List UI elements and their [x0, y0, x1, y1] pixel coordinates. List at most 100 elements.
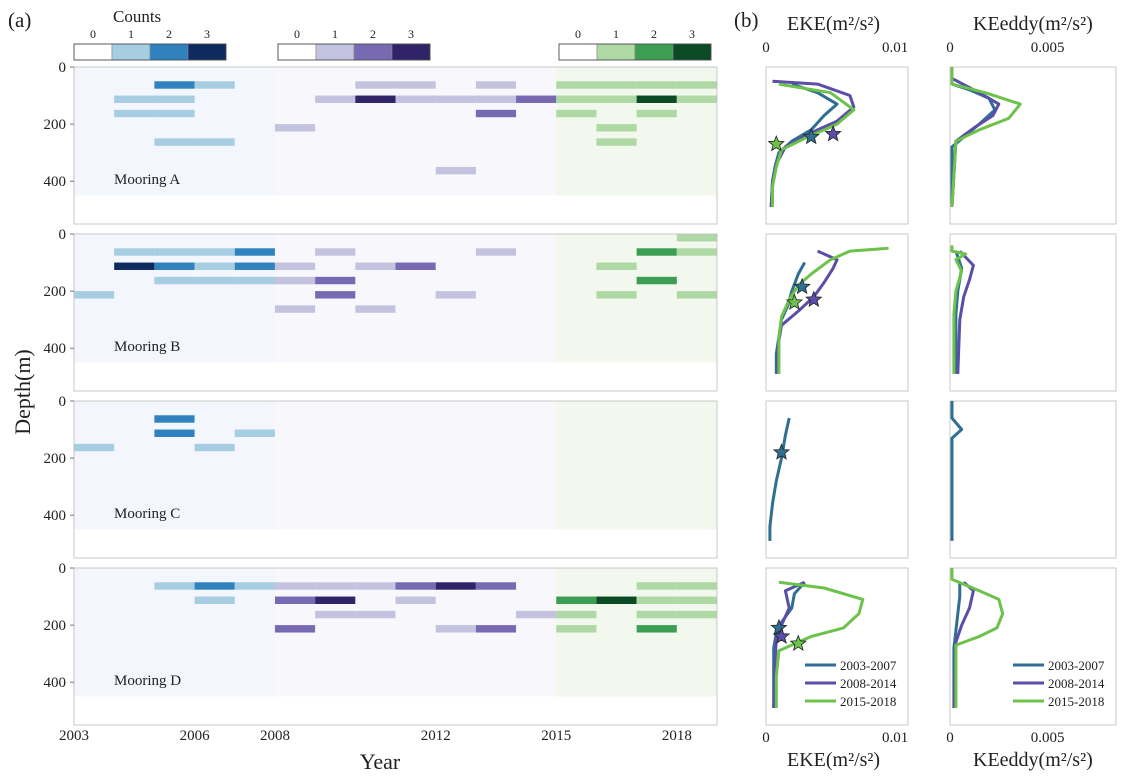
- profile-frame: [765, 400, 909, 559]
- heatmap-cell: [355, 262, 396, 270]
- heatmap-cell: [114, 248, 155, 256]
- heatmap-cell: [355, 81, 396, 89]
- heatmap-frame: [73, 233, 718, 392]
- x-tick-label-top: 0.005: [1031, 40, 1065, 56]
- heatmap-cell: [676, 291, 717, 299]
- heatmap-cell: [234, 429, 275, 437]
- heatmap-cell: [556, 610, 597, 619]
- profile-line: [774, 580, 865, 708]
- colorbar-2003-2007: 0 1 2 3: [73, 27, 227, 61]
- y-tick-label: 400: [44, 675, 67, 691]
- heatmap-frame: [73, 567, 718, 726]
- heatmap-cell: [234, 582, 275, 590]
- y-tick-label: 200: [44, 451, 67, 467]
- period-background: [556, 401, 717, 530]
- heatmap-cell: [556, 625, 597, 633]
- heatmap-cell: [274, 625, 316, 633]
- heatmap-cell: [636, 596, 677, 604]
- heatmap-cell: [435, 291, 476, 299]
- y-tick-label: 400: [44, 341, 67, 357]
- star-marker: [805, 290, 823, 307]
- colorbar-segment: [315, 43, 355, 61]
- heatmap-panel-2: 0 200 400 Mooring B: [44, 227, 718, 392]
- x-tick-label-bottom: 0.01: [882, 730, 908, 746]
- heatmap-cell: [194, 262, 235, 270]
- keeddy-panel-4: 2003-2007 2008-2014 2015-2018: [949, 567, 1117, 726]
- profile-line: [950, 67, 1022, 207]
- heatmap-cell: [154, 582, 195, 590]
- colorbar-segment: [187, 43, 227, 61]
- mooring-label: Mooring C: [114, 506, 180, 522]
- profile-line: [768, 417, 791, 541]
- heatmap-cell: [596, 138, 637, 146]
- heatmap-cell: [274, 124, 316, 132]
- eke-title-top: EKE(m²/s²): [787, 13, 880, 35]
- heatmap-cell: [435, 625, 476, 633]
- heatmap-cell: [355, 610, 396, 619]
- heatmap-cell: [274, 262, 316, 270]
- x-tick-label: 2003: [59, 728, 89, 744]
- heatmap-cell: [315, 95, 356, 103]
- heatmap-cell: [676, 596, 717, 604]
- legend: 2003-2007 2008-2014 2015-2018: [805, 658, 897, 709]
- heatmap-cell: [596, 124, 637, 132]
- heatmap-cell: [114, 262, 155, 270]
- heatmap-cell: [154, 138, 195, 146]
- heatmap-cell: [636, 610, 677, 619]
- heatmap-cell: [596, 95, 637, 103]
- heatmap-cell: [395, 582, 436, 590]
- heatmap-cell: [154, 248, 195, 256]
- keeddy-panel-2: [949, 233, 1117, 392]
- heatmap-cell: [74, 291, 115, 299]
- colorbar-frame: [277, 43, 431, 61]
- heatmap-cell: [274, 596, 316, 604]
- x-tick-label: 2012: [421, 728, 451, 744]
- colorbar-segment: [634, 43, 674, 61]
- star-marker: [793, 277, 811, 295]
- mooring-label: Mooring A: [114, 172, 180, 188]
- star-marker: [785, 293, 804, 310]
- colorbar-frame: [73, 43, 227, 61]
- heatmap-cell: [636, 109, 677, 118]
- heatmap-cell: [475, 109, 517, 118]
- heatmap-cell: [636, 95, 677, 103]
- colorbar-segment: [277, 43, 317, 61]
- x-tick-label-bottom: 0.005: [1031, 730, 1065, 746]
- heatmap-cell: [355, 582, 396, 590]
- heatmap-cell: [194, 596, 235, 604]
- heatmap-cell: [234, 262, 275, 270]
- heatmap-cell: [596, 596, 637, 604]
- mooring-label: Mooring B: [114, 339, 180, 355]
- star-marker: [770, 618, 788, 636]
- colorbar-frame: [558, 43, 712, 61]
- heatmap-cell: [74, 443, 115, 452]
- panel-label-b: (b): [734, 8, 759, 32]
- heatmap-cell: [154, 429, 195, 437]
- heatmap-panel-3: 0 200 400 Mooring C: [44, 394, 718, 559]
- heatmap-cell: [596, 262, 637, 270]
- star-marker: [802, 127, 820, 145]
- x-tick-label-bottom: 0: [762, 730, 770, 746]
- legend-entry: 2015-2018: [1048, 694, 1104, 709]
- legend-entry: 2003-2007: [1048, 658, 1105, 673]
- profile-frame: [949, 233, 1117, 392]
- heatmap-cell: [154, 81, 195, 89]
- profile-frame: [949, 400, 1117, 559]
- star-marker: [772, 627, 791, 644]
- profile-line: [771, 82, 856, 207]
- profile-frame: [949, 567, 1117, 726]
- period-background: [274, 401, 557, 530]
- x-tick-label: 2018: [662, 728, 692, 744]
- heatmap-cell: [315, 276, 356, 285]
- y-axis-label: Depth(m): [10, 349, 35, 435]
- heatmap-cell: [194, 248, 235, 256]
- colorbar-tick-label: 3: [689, 27, 695, 41]
- colorbar-segment: [149, 43, 189, 61]
- x-axis-label: Year: [360, 749, 401, 774]
- star-marker: [824, 125, 842, 142]
- heatmap-cell: [194, 138, 235, 146]
- profile-line: [954, 250, 964, 374]
- colorbar-tick-label: 1: [613, 27, 619, 41]
- colorbar-tick-label: 1: [332, 27, 338, 41]
